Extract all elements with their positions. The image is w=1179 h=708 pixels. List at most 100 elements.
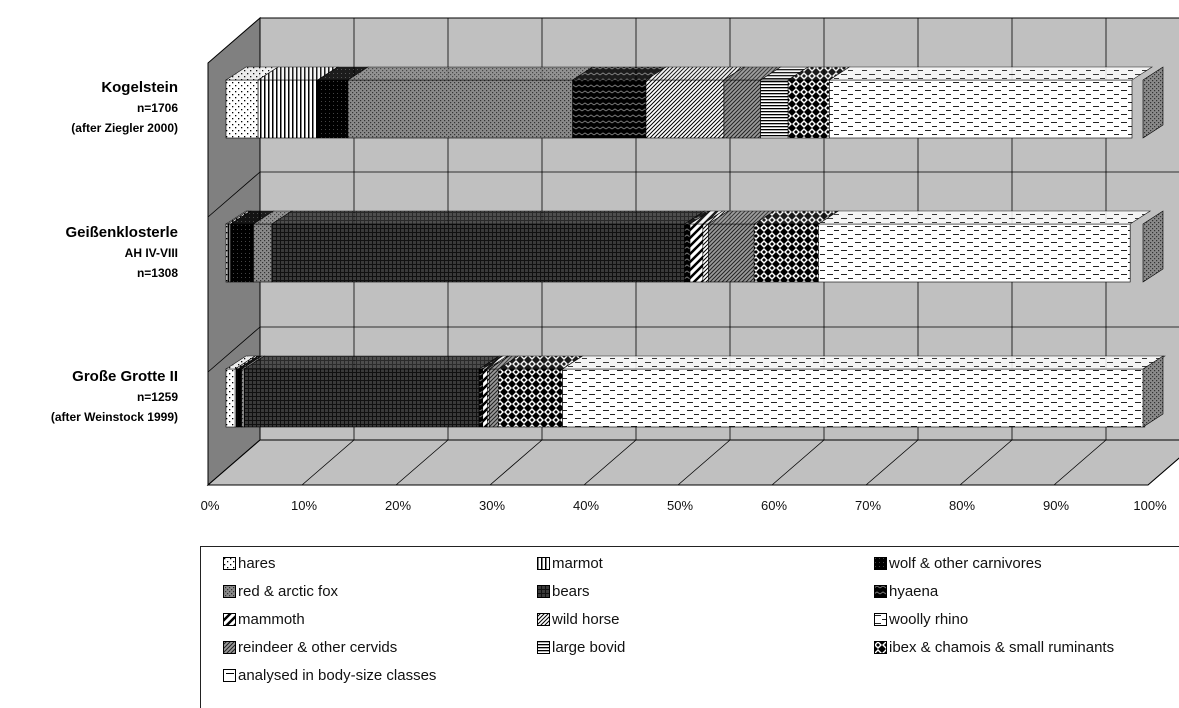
legend-label: hares bbox=[238, 555, 276, 572]
bar-segment-top bbox=[828, 66, 1154, 81]
legend-label: wild horse bbox=[552, 611, 620, 628]
floor-gridline bbox=[959, 439, 1013, 486]
x-tick-label: 10% bbox=[291, 498, 317, 513]
legend-swatch bbox=[223, 641, 236, 654]
legend-item: wolf & other carnivores bbox=[874, 555, 1042, 572]
floor bbox=[206, 439, 1179, 486]
legend-label: mammoth bbox=[238, 611, 305, 628]
side-gridline bbox=[207, 326, 261, 373]
legend-swatch bbox=[874, 557, 887, 570]
category-sublabel: AH IV-VIII bbox=[125, 246, 178, 260]
bar-segment-top bbox=[817, 210, 1152, 225]
category-sublabel: n=1308 bbox=[137, 266, 178, 280]
bar-segment bbox=[253, 223, 273, 283]
bar-segment bbox=[234, 368, 239, 428]
bar-segment bbox=[689, 223, 704, 283]
floor-gridline bbox=[865, 439, 919, 486]
bar-segment-top bbox=[561, 355, 1166, 370]
bar-segment bbox=[227, 223, 231, 283]
bar-segment bbox=[478, 368, 484, 428]
legend-swatch bbox=[223, 613, 236, 626]
category-sublabel: (after Weinstock 1999) bbox=[51, 410, 178, 424]
bar-segment bbox=[498, 368, 563, 428]
floor-gridline bbox=[583, 439, 637, 486]
floor-gridline bbox=[395, 439, 449, 486]
legend-swatch bbox=[537, 585, 550, 598]
bar-segment bbox=[645, 79, 725, 139]
legend-label: reindeer & other cervids bbox=[238, 639, 398, 656]
bar-segment bbox=[488, 368, 499, 428]
legend-item: marmot bbox=[537, 555, 603, 572]
category-sublabel: (after Ziegler 2000) bbox=[71, 121, 178, 135]
bar-group bbox=[224, 66, 1164, 139]
legend-swatch bbox=[223, 585, 236, 598]
legend-item: reindeer & other cervids bbox=[223, 639, 397, 656]
legend-label: bears bbox=[552, 583, 590, 600]
legend-swatch bbox=[874, 641, 887, 654]
x-tick-label: 20% bbox=[385, 498, 411, 513]
x-axis-ticks: 0% 10% 20% 30% 40% 50% 60% 70% 80% 90% 100% bbox=[201, 498, 1167, 513]
x-tick-label: 60% bbox=[761, 498, 787, 513]
x-tick-label: 70% bbox=[855, 498, 881, 513]
bar-segment bbox=[787, 79, 830, 139]
bar-end-face bbox=[1142, 66, 1164, 139]
bar-segment bbox=[225, 79, 259, 139]
category-labels: Kogelstein n=1706 (after Ziegler 2000) Geiß… bbox=[51, 79, 178, 424]
bar-segment bbox=[244, 368, 480, 428]
legend-label: wolf & other carnivores bbox=[889, 555, 1042, 572]
bar-group bbox=[224, 210, 1164, 283]
x-tick-label: 40% bbox=[573, 498, 599, 513]
bar-segment-top bbox=[243, 355, 501, 370]
legend-label: woolly rhino bbox=[889, 611, 969, 628]
legend-item: mammoth bbox=[223, 611, 305, 628]
bar-segment bbox=[241, 368, 245, 428]
legend-item: red & arctic fox bbox=[223, 583, 338, 600]
bar-segment bbox=[702, 223, 709, 283]
category-sublabel: n=1259 bbox=[137, 390, 178, 404]
bar-segment bbox=[271, 223, 685, 283]
bar-end-face bbox=[1142, 210, 1164, 283]
bar-segment bbox=[237, 368, 242, 428]
floor-gridline bbox=[489, 439, 543, 486]
legend-item: hyaena bbox=[874, 583, 938, 600]
legend-swatch bbox=[537, 613, 550, 626]
bar-end-face bbox=[1142, 355, 1164, 428]
x-tick-label: 80% bbox=[949, 498, 975, 513]
legend-swatch bbox=[223, 557, 236, 570]
floor-gridline bbox=[1053, 439, 1107, 486]
legend-label: large bovid bbox=[552, 639, 626, 656]
category-label: Kogelstein bbox=[101, 79, 178, 96]
bar-segment-top bbox=[346, 66, 594, 81]
category-label: Große Grotte II bbox=[72, 368, 178, 385]
bar-segment bbox=[317, 79, 349, 139]
bar-segment bbox=[572, 79, 647, 139]
floor-gridline bbox=[677, 439, 731, 486]
legend-label: analysed in body-size classes bbox=[238, 667, 437, 684]
legend-item: analysed in body-size classes bbox=[223, 667, 436, 684]
bar-segment bbox=[760, 79, 789, 139]
bar-segment bbox=[230, 223, 254, 283]
bar-segment bbox=[708, 223, 755, 283]
bar-segment bbox=[818, 223, 1131, 283]
legend-swatch bbox=[223, 669, 236, 682]
legend-item: large bovid bbox=[537, 639, 625, 656]
x-tick-label: 30% bbox=[479, 498, 505, 513]
legend-item: wild horse bbox=[537, 611, 620, 628]
chart-legend: hares marmot wolf & other carnivores red & … bbox=[200, 546, 1179, 708]
legend-label: hyaena bbox=[889, 583, 939, 600]
legend-item: hares bbox=[223, 555, 276, 572]
legend-item: woolly rhino bbox=[874, 611, 968, 628]
x-tick-label: 0% bbox=[201, 498, 220, 513]
bar-segment bbox=[482, 368, 488, 428]
category-sublabel: n=1706 bbox=[137, 101, 178, 115]
floor-gridline bbox=[771, 439, 825, 486]
bar-segment bbox=[753, 223, 819, 283]
legend-label: marmot bbox=[552, 555, 603, 572]
x-tick-label: 100% bbox=[1133, 498, 1167, 513]
side-gridline bbox=[207, 171, 261, 218]
bar-segment bbox=[225, 368, 236, 428]
legend-swatch bbox=[874, 613, 887, 626]
bar-segment-top bbox=[270, 210, 706, 225]
bar-segment bbox=[723, 79, 761, 139]
floor-gridline bbox=[207, 439, 261, 486]
